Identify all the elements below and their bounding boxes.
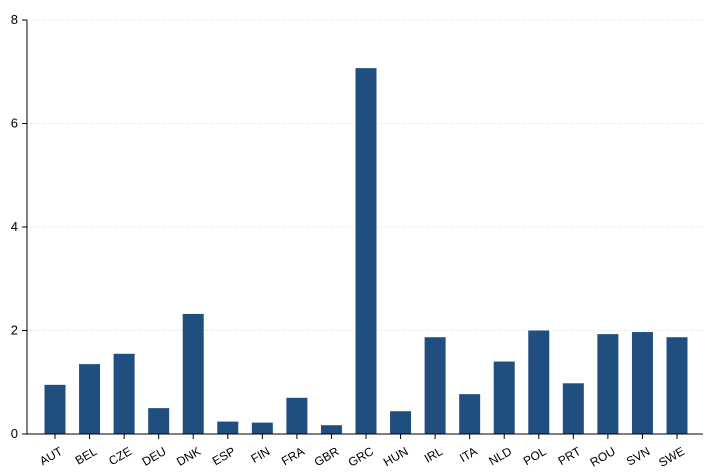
x-tick-label: DEU (140, 444, 169, 468)
y-tick-label: 2 (11, 323, 18, 338)
x-tick-label: SVN (624, 444, 652, 468)
x-tick-label: HUN (381, 444, 411, 468)
y-tick-label: 4 (11, 219, 18, 234)
bar-pol (528, 330, 550, 434)
bar-irl (424, 337, 446, 434)
bar-nld (493, 361, 515, 434)
x-tick-label: GBR (312, 444, 342, 468)
y-tick-label: 6 (11, 116, 18, 131)
x-tick-label: IRL (422, 444, 445, 466)
x-tick-label: ROU (588, 444, 618, 468)
y-tick-label: 0 (11, 426, 18, 441)
x-tick-label: NLD (486, 444, 514, 468)
x-tick-label: ESP (210, 444, 238, 468)
x-tick-label: PRT (556, 444, 584, 468)
bar-fra (286, 397, 308, 434)
x-tick-label: FIN (248, 444, 272, 466)
bar-deu (148, 408, 170, 434)
bars (44, 68, 688, 434)
x-tick-label: GRC (346, 444, 376, 468)
bar-esp (217, 421, 239, 434)
bar-svn (631, 332, 653, 434)
bar-cze (113, 353, 135, 434)
x-tick-label: DNK (174, 444, 203, 468)
x-tick-label: CZE (106, 444, 134, 468)
bar-swe (666, 337, 688, 434)
bar-grc (355, 68, 377, 434)
x-tick-label: ITA (457, 444, 479, 465)
x-tick-label: FRA (279, 444, 307, 468)
bar-aut (44, 384, 66, 434)
x-tick-label: BEL (73, 444, 100, 468)
x-tick-label: AUT (37, 444, 65, 468)
y-ticks: 0 2 4 6 8 (11, 12, 27, 441)
bar-bel (79, 364, 101, 434)
x-ticks: AUT BEL CZE DEU DNK ESP FIN FRA GBR GRC HUN IRL ITA N… (37, 434, 687, 470)
bar-ita (459, 394, 481, 434)
bar-prt (562, 383, 584, 434)
bar-fin (251, 422, 273, 434)
bar-rou (597, 334, 619, 434)
x-tick-label: SWE (656, 444, 687, 468)
bar-dnk (182, 313, 204, 434)
x-tick-label: POL (521, 444, 549, 468)
y-tick-label: 8 (11, 12, 18, 27)
bar-gbr (320, 425, 342, 434)
bar-hun (390, 411, 412, 434)
